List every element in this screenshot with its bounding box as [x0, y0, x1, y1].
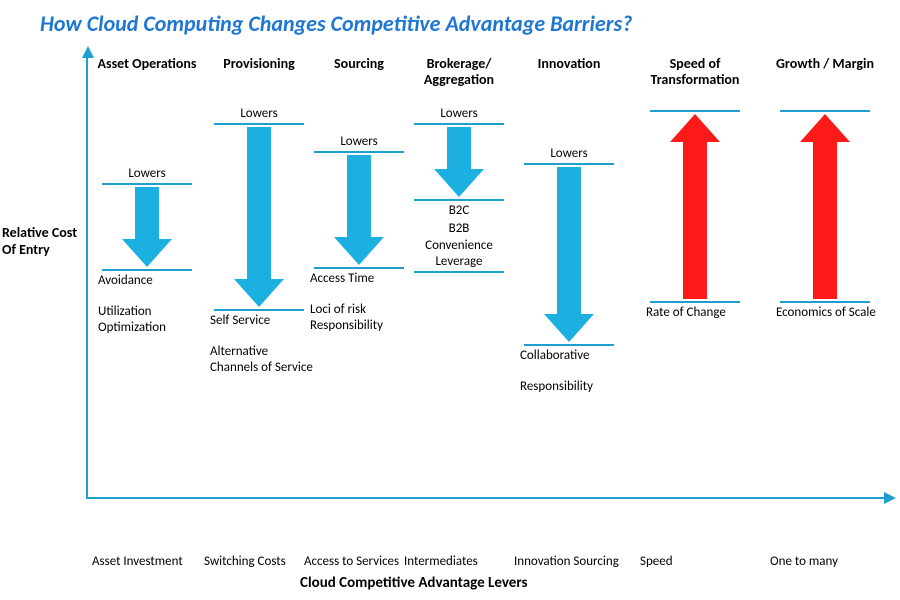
divider	[214, 123, 304, 125]
top-label: Lowers	[204, 106, 314, 121]
y-axis-label: Relative Cost Of Entry	[2, 225, 82, 259]
divider	[524, 163, 614, 165]
mid-text: Convenience Leverage	[404, 238, 514, 269]
y-axis-line	[86, 56, 88, 498]
arrow-up-icon	[800, 114, 850, 299]
title-text: How Cloud Computing Changes Competitive …	[40, 10, 632, 37]
top-label: Lowers	[304, 134, 414, 149]
column-header: Sourcing	[304, 56, 414, 90]
divider	[780, 110, 870, 112]
arrow-wrap	[304, 155, 414, 265]
divider	[414, 199, 504, 201]
column-2: Sourcing Lowers Access Time Loci of risk R…	[304, 56, 414, 333]
x-tick-label: Speed	[640, 555, 750, 570]
column-header: Speed of Transformation	[640, 56, 750, 90]
page-title: How Cloud Computing Changes Competitive …	[40, 10, 632, 37]
divider	[214, 309, 304, 311]
column-header: Asset Operations	[92, 56, 202, 90]
column-4: Innovation Lowers Collaborative Responsibi…	[514, 56, 624, 395]
x-tick-label: Intermediates	[404, 555, 514, 570]
arrow-down-icon	[544, 167, 594, 342]
divider	[414, 123, 504, 125]
column-0: Asset Operations Lowers Avoidance Utilizat…	[92, 56, 202, 335]
column-header: Growth / Margin	[770, 56, 880, 90]
divider	[650, 301, 740, 303]
arrow-wrap	[92, 187, 202, 267]
column-header: Provisioning	[204, 56, 314, 90]
bottom-text: Avoidance Utilization Optimization	[92, 273, 202, 335]
column-header: Innovation	[514, 56, 624, 90]
mid-text: B2B	[404, 221, 514, 237]
arrow-down-icon	[122, 187, 172, 267]
x-tick-label: Asset Investment	[92, 555, 202, 570]
arrow-wrap	[514, 167, 624, 342]
arrow-wrap	[404, 127, 514, 197]
x-tick-label: Access to Services	[304, 555, 414, 570]
arrow-down-icon	[434, 127, 484, 197]
column-5: Speed of Transformation Rate of Change	[640, 56, 750, 321]
bottom-text: Collaborative Responsibility	[514, 348, 624, 395]
bottom-text: Access Time Loci of risk Responsibility	[304, 271, 414, 333]
divider	[780, 301, 870, 303]
x-axis-line	[86, 497, 886, 499]
column-3: Brokerage/ Aggregation Lowers B2C B2BConven…	[404, 56, 514, 275]
arrow-wrap	[204, 127, 314, 307]
arrow-up-icon	[670, 114, 720, 299]
divider	[102, 269, 192, 271]
top-label: Lowers	[404, 106, 514, 121]
divider	[524, 344, 614, 346]
divider	[650, 110, 740, 112]
divider	[314, 151, 404, 153]
column-1: Provisioning Lowers Self Service Alternati…	[204, 56, 314, 375]
divider	[314, 267, 404, 269]
top-label: Lowers	[92, 166, 202, 181]
arrow-wrap	[770, 114, 880, 299]
top-label: Lowers	[514, 146, 624, 161]
column-6: Growth / Margin Economics of Scale	[770, 56, 880, 321]
arrow-down-icon	[334, 155, 384, 265]
arrow-down-icon	[234, 127, 284, 307]
x-tick-label: One to many	[770, 555, 880, 570]
x-axis-title: Cloud Competitive Advantage Levers	[300, 574, 528, 592]
divider	[102, 183, 192, 185]
mid-text: B2C	[404, 203, 514, 219]
bottom-text: Self Service Alternative Channels of Ser…	[204, 313, 314, 375]
x-axis-arrow	[884, 492, 896, 504]
arrow-wrap	[640, 114, 750, 299]
bottom-text: Rate of Change	[640, 305, 750, 321]
bottom-text: Economics of Scale	[770, 305, 880, 321]
x-tick-label: Switching Costs	[204, 555, 314, 570]
x-tick-label: Innovation Sourcing	[514, 555, 624, 570]
column-header: Brokerage/ Aggregation	[404, 56, 514, 90]
divider	[414, 271, 504, 273]
